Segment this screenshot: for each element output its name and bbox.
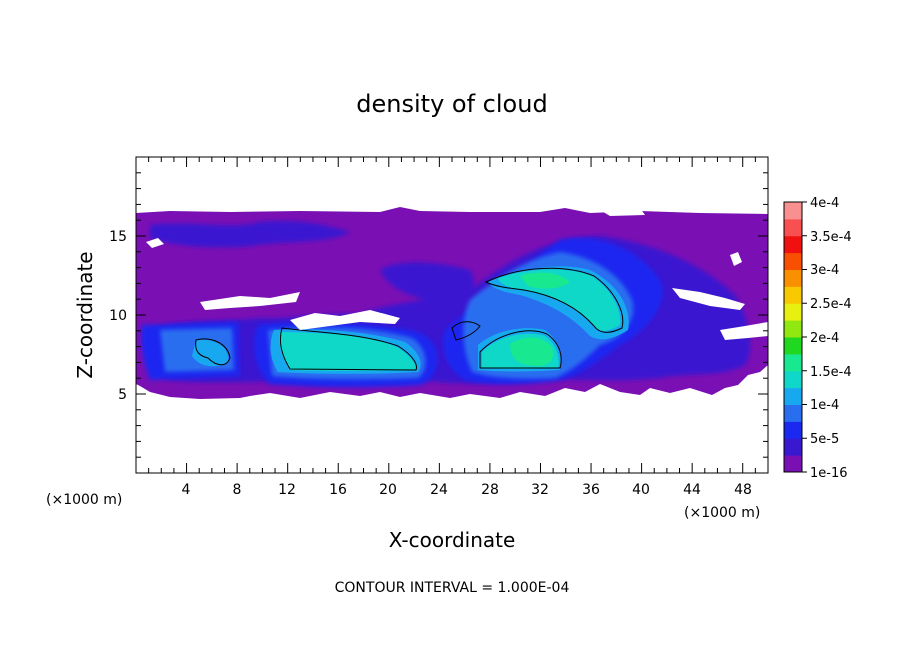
x-tick-label: 12	[278, 482, 296, 498]
x-tick-label: 24	[430, 482, 448, 498]
colorbar-label: 3.5e-4	[810, 230, 852, 245]
y-tick-label: 5	[118, 387, 127, 403]
colorbar-swatch	[784, 202, 802, 220]
colorbar-swatch	[784, 235, 802, 254]
colorbar-swatch	[784, 252, 802, 270]
colorbar-swatch	[784, 370, 802, 389]
x-tick-label: 36	[582, 482, 600, 498]
x-tick-labels: 4 8 12 16 20 24 28 32 36 40 44 48	[182, 482, 752, 498]
chart-title: density of cloud	[356, 90, 547, 118]
contour-interval-note: CONTOUR INTERVAL = 1.000E-04	[335, 580, 570, 596]
colorbar-ticks	[802, 201, 807, 473]
colorbar-label: 4e-4	[810, 196, 839, 211]
y-axis-ticks	[136, 172, 768, 458]
x-tick-label: 32	[531, 482, 549, 498]
colorbar-swatch	[784, 337, 802, 355]
x-tick-label: 28	[481, 482, 499, 498]
x-tick-label: 40	[632, 482, 650, 498]
colorbar	[784, 202, 802, 473]
colorbar-swatch	[784, 269, 802, 287]
x-tick-label: 48	[734, 482, 752, 498]
colorbar-swatch	[784, 286, 802, 304]
colorbar-swatch	[784, 303, 802, 321]
plot-area	[136, 157, 768, 473]
colorbar-swatch	[784, 353, 802, 372]
colorbar-label: 3e-4	[810, 263, 839, 278]
colorbar-swatch	[784, 320, 802, 338]
y-tick-label: 15	[109, 229, 127, 245]
y-axis-label: Z-coordinate	[73, 251, 97, 378]
colorbar-swatch	[784, 387, 802, 405]
colorbar-swatch	[784, 218, 802, 237]
x-unit-right: (×1000 m)	[684, 505, 760, 521]
colorbar-swatch	[784, 438, 802, 456]
colorbar-swatch	[784, 421, 802, 439]
colorbar-label: 2e-4	[810, 331, 839, 346]
x-tick-label: 16	[329, 482, 347, 498]
x-axis-ticks	[148, 157, 756, 473]
colorbar-labels: 1e-16 5e-5 1e-4 1.5e-4 2e-4 2.5e-4 3e-4 …	[810, 196, 852, 481]
colorbar-swatch	[784, 455, 802, 473]
colorbar-label: 1.5e-4	[810, 365, 852, 380]
colorbar-swatch	[784, 404, 802, 422]
x-tick-label: 44	[683, 482, 701, 498]
y-tick-labels: 5 10 15	[109, 229, 127, 403]
colorbar-label: 1e-4	[810, 398, 839, 413]
colorbar-label: 2.5e-4	[810, 297, 852, 312]
x-tick-label: 20	[379, 482, 397, 498]
x-axis-label: X-coordinate	[389, 528, 516, 552]
x-tick-label: 8	[233, 482, 242, 498]
x-unit-left: (×1000 m)	[46, 492, 122, 508]
y-tick-label: 10	[109, 308, 127, 324]
x-tick-label: 4	[182, 482, 191, 498]
colorbar-label: 5e-5	[810, 432, 839, 447]
colorbar-label: 1e-16	[810, 466, 848, 481]
